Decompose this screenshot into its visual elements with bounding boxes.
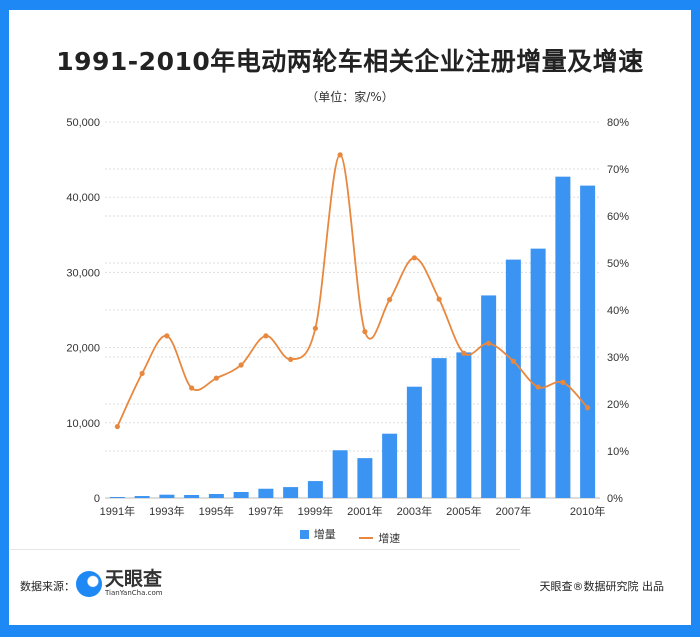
bar-2006	[481, 295, 497, 498]
left-tick-label: 10,000	[66, 418, 100, 430]
growth-point-1996	[238, 362, 244, 368]
logo-en: TianYanCha.com	[105, 589, 163, 597]
growth-point-2007	[510, 358, 516, 364]
right-tick-label: 70%	[607, 164, 629, 176]
growth-point-2010	[585, 405, 591, 411]
x-tick-label: 2005年	[446, 504, 481, 518]
x-tick-label: 1991年	[100, 504, 135, 518]
legend-bar-label: 增量	[313, 528, 336, 541]
logo-icon	[76, 570, 102, 597]
source-label: 数据来源：	[20, 580, 75, 593]
left-tick-label: 40,000	[66, 192, 100, 204]
growth-point-2008	[535, 384, 541, 390]
x-tick-label: 2010年	[570, 504, 605, 518]
right-tick-label: 40%	[607, 305, 629, 317]
bar-2001	[357, 458, 373, 498]
right-tick-label: 0%	[607, 493, 623, 505]
bar-2005	[456, 352, 472, 498]
right-tick-label: 80%	[607, 117, 629, 129]
right-tick-label: 10%	[607, 446, 629, 458]
legend: 增量 增速	[0, 526, 700, 546]
growth-line	[116, 153, 589, 427]
left-tick-label: 30,000	[66, 267, 100, 279]
growth-point-2000	[337, 152, 343, 158]
chart-subtitle: （单位：家/%）	[306, 90, 394, 104]
growth-point-1992	[139, 370, 145, 377]
legend-line-label: 增速	[378, 531, 401, 545]
tianyancha-logo: 天眼查 TianYanCha.com	[76, 570, 163, 597]
right-tick-label: 60%	[607, 211, 629, 223]
bar-1997	[258, 488, 274, 498]
bar-2008	[530, 248, 546, 498]
x-tick-label: 1999年	[298, 504, 333, 518]
bar-1999	[307, 481, 323, 498]
legend-line-swatch	[359, 536, 374, 539]
logo-cn: 天眼查	[105, 568, 163, 590]
bar-2009	[555, 176, 571, 498]
left-tick-label: 50,000	[66, 117, 100, 129]
chart-frame	[9, 10, 691, 625]
growth-point-2005	[461, 350, 467, 356]
growth-point-1995	[213, 375, 219, 381]
credit: 天眼查®数据研究院 出品	[539, 580, 665, 593]
right-tick-label: 30%	[607, 352, 629, 364]
growth-point-1997	[263, 333, 269, 339]
x-tick-label: 2001年	[347, 504, 382, 518]
bar-1994	[184, 494, 200, 498]
growth-point-2003	[411, 255, 417, 261]
divider	[10, 549, 520, 550]
bar-2000	[332, 450, 348, 498]
legend-bar-swatch	[299, 529, 309, 539]
bar-1991	[109, 497, 125, 498]
growth-point-2001	[362, 329, 368, 335]
left-tick-label: 20,000	[66, 343, 100, 355]
bar-1996	[233, 491, 249, 498]
chart-title: 1991-2010年电动两轮车相关企业注册增量及增速	[56, 47, 644, 76]
x-tick-label: 2007年	[496, 504, 531, 518]
bar-2002	[382, 433, 398, 498]
x-tick-label: 1995年	[199, 504, 234, 518]
x-tick-label: 2003年	[397, 504, 432, 518]
growth-point-2009	[560, 379, 566, 385]
right-tick-label: 50%	[607, 258, 629, 270]
bar-1998	[283, 487, 299, 498]
growth-point-1991	[114, 423, 120, 430]
growth-point-2002	[387, 297, 393, 303]
bar-1993	[159, 494, 175, 498]
legend-item-line[interactable]: 增速	[359, 530, 400, 546]
left-tick-label: 0	[94, 493, 100, 505]
legend-item-bar[interactable]: 增量	[299, 526, 336, 542]
growth-point-1994	[189, 385, 195, 391]
x-tick-label: 1997年	[248, 504, 283, 518]
x-tick-label: 1993年	[149, 504, 184, 518]
bar-2003	[406, 386, 422, 498]
bar-2004	[431, 358, 447, 498]
growth-point-1999	[312, 325, 318, 331]
growth-point-2004	[436, 296, 442, 302]
bar-1992	[134, 496, 150, 498]
growth-point-1993	[164, 333, 170, 339]
growth-point-1998	[288, 356, 294, 362]
bar-1995	[208, 494, 224, 498]
bar-2007	[505, 259, 521, 498]
right-tick-label: 20%	[607, 399, 629, 411]
growth-point-2006	[486, 340, 492, 346]
bar-2010	[580, 185, 596, 498]
